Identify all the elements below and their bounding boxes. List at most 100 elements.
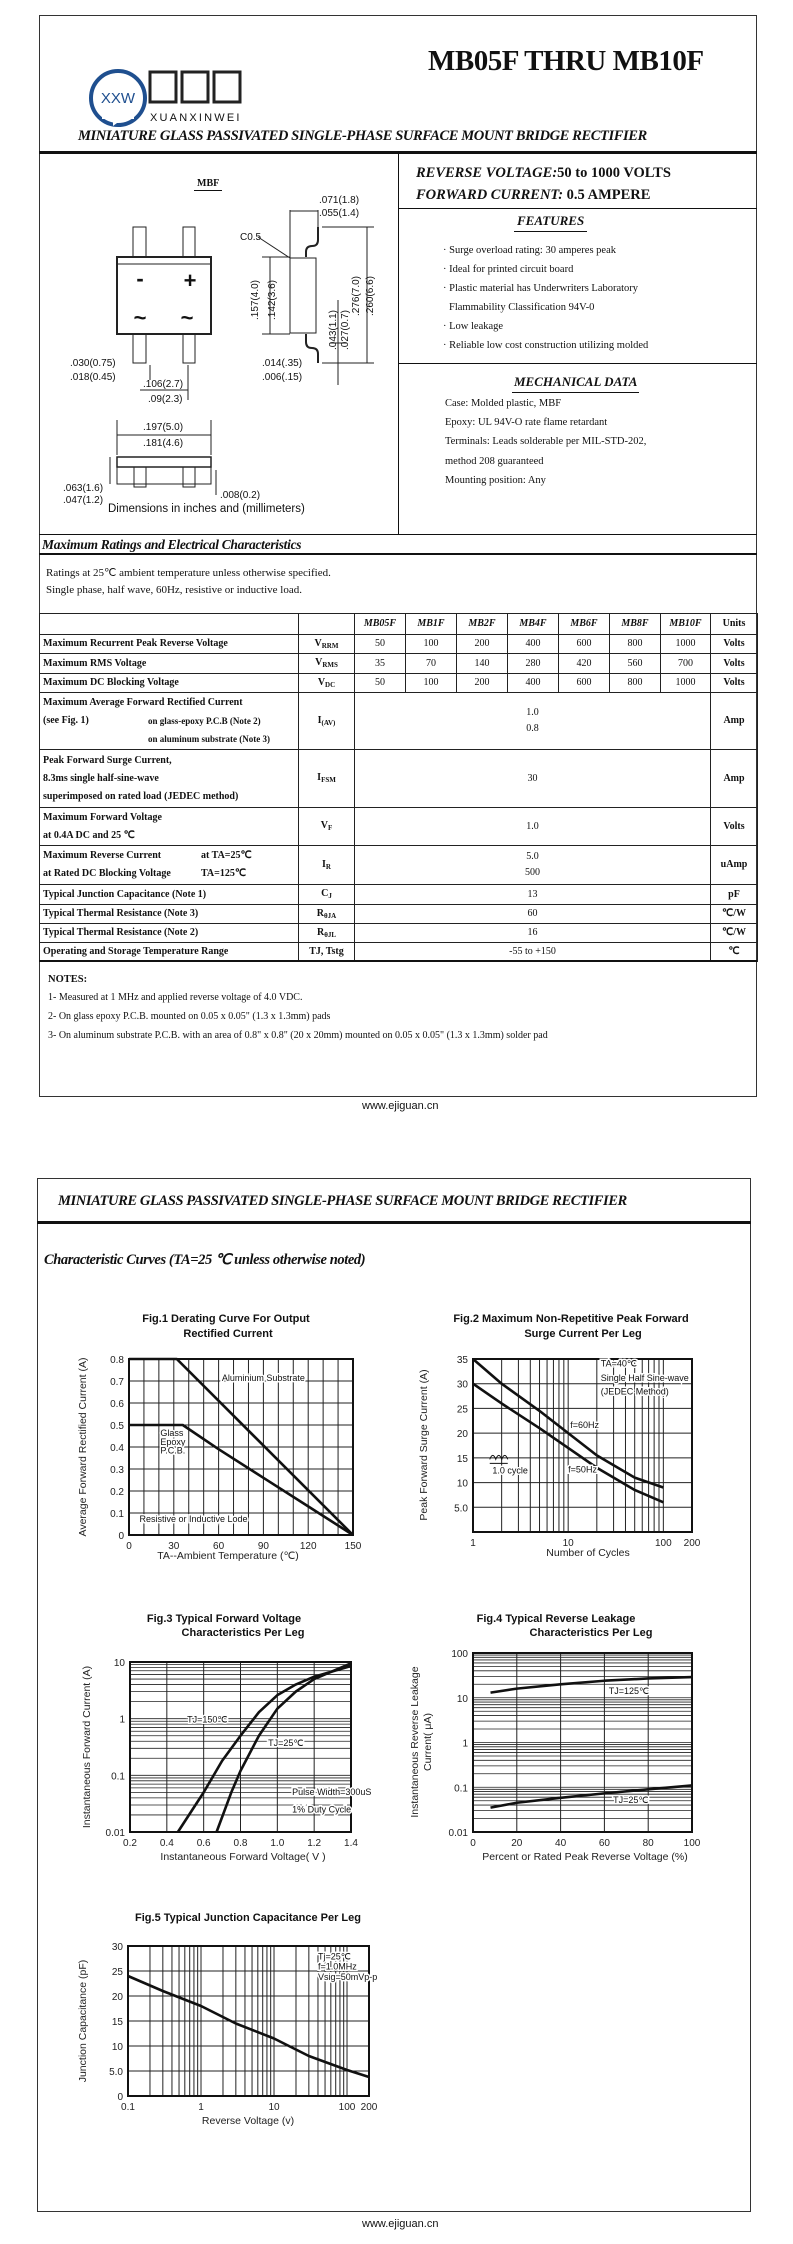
value-line: 0.8: [526, 723, 539, 734]
symbol-sub: RRM: [321, 641, 339, 650]
x-tick-label: 0: [126, 1541, 132, 1552]
chart-title: Characteristics Per Leg: [181, 1627, 305, 1639]
feature-item: · Reliable low cost construction utilizi…: [443, 340, 649, 351]
reverse-voltage-value: 50 to 1000 VOLTS: [557, 165, 671, 181]
chart-title: Fig.1 Derating Curve For Output: [142, 1313, 310, 1325]
row-label-line: Operating and Storage Temperature Range: [43, 946, 295, 958]
x-axis-label: Number of Cycles: [546, 1547, 629, 1559]
page-1: [39, 15, 757, 1097]
y-tick-label: 1: [119, 1715, 125, 1726]
y-tick-label: 1: [462, 1739, 468, 1750]
dimension-label: .197(5.0): [143, 422, 183, 433]
chart-annotation: Glass: [160, 1428, 184, 1438]
minus-sign: -: [136, 266, 143, 291]
x-tick-label: 120: [300, 1541, 317, 1552]
table-row: Typical Thermal Resistance (Note 2) RθJL 1…: [39, 923, 758, 943]
dimension-label: .142(3.6): [267, 280, 278, 320]
label-main: Maximum Recurrent Peak Reverse Voltage: [43, 638, 228, 650]
value-line: 500: [525, 867, 540, 878]
mechanical-item: method 208 guaranteed: [445, 456, 544, 467]
series-line: [215, 1662, 352, 1833]
symbol-main: V: [315, 657, 323, 669]
x-tick-label: 200: [684, 1538, 701, 1549]
x-tick-label: 80: [643, 1838, 655, 1849]
logo-mark-text: XXW: [101, 90, 136, 107]
footer-link[interactable]: www.ejiguan.cn: [362, 2218, 439, 2230]
label-aside: TA=125℃: [201, 868, 247, 879]
value-line: 60: [527, 908, 538, 920]
x-tick-label: 60: [599, 1838, 611, 1849]
symbol-main: V: [320, 820, 328, 832]
series-line: [176, 1664, 352, 1833]
x-tick-label: 100: [684, 1838, 701, 1849]
series-line: [129, 1423, 354, 1537]
x-tick-label: 0.1: [121, 2102, 135, 2113]
mechanical-title: MECHANICAL DATA: [512, 374, 640, 393]
chart-annotation: f=60Hz: [570, 1420, 599, 1430]
reverse-voltage-label: REVERSE VOLTAGE:: [416, 165, 558, 181]
y-tick-label: 10: [114, 1658, 126, 1669]
mechanical-item: Terminals: Leads solderable per MIL-STD-…: [445, 436, 647, 447]
label-main: Operating and Storage Temperature Range: [43, 946, 229, 958]
y-tick-label: 15: [112, 2017, 124, 2028]
feature-item: · Plastic material has Underwriters Labo…: [443, 283, 639, 294]
chart-annotation: f=1.0MHz: [318, 1962, 357, 1972]
y-tick-label: 0.1: [110, 1509, 124, 1520]
dimension-label: .181(4.6): [143, 438, 183, 449]
row-label-line: Peak Forward Surge Current,: [43, 752, 295, 770]
label-main: Typical Thermal Resistance (Note 2): [43, 927, 199, 939]
plus-sign: +: [184, 268, 197, 293]
plot-frame: [472, 1358, 693, 1533]
notes-title: NOTES:: [48, 974, 88, 985]
page-title: MB05F THRU MB10F: [428, 45, 704, 77]
symbol-main: V: [317, 676, 326, 688]
x-axis-label: Instantaneous Forward Voltage( V ): [160, 1851, 325, 1863]
row-label-line: Maximum Average Forward Rectified Curren…: [43, 694, 295, 712]
x-tick-label: 10: [268, 2102, 280, 2113]
dimension-label: .055(1.4): [319, 208, 359, 219]
chart-title: Surge Current Per Leg: [524, 1328, 642, 1340]
x-axis-label: TA--Ambient Temperature (℃): [157, 1550, 299, 1562]
y-tick-label: 5.0: [454, 1503, 468, 1514]
gridlines: [128, 1946, 369, 2096]
table-row: Typical Junction Capacitance (Note 1) CJ 1…: [39, 884, 758, 905]
value-line: -55 to +150: [509, 946, 556, 958]
divider: [39, 534, 757, 535]
x-tick-label: 100: [339, 2102, 356, 2113]
page-2-subtitle: MINIATURE GLASS PASSIVATED SINGLE-PHASE …: [58, 1193, 627, 1209]
note-1: 1- Measured at 1 MHz and applied reverse…: [48, 992, 303, 1003]
x-tick-label: 1: [198, 2102, 204, 2113]
package-body-front: [116, 256, 212, 335]
row-label: Maximum Reverse Current at TA=25℃ at Rated…: [39, 845, 299, 885]
chart-title: Fig.2 Maximum Non-Repetitive Peak Forwar…: [453, 1313, 689, 1325]
ratings-intro-2: Single phase, half wave, 60Hz, resistive…: [46, 584, 302, 596]
footer-link[interactable]: www.ejiguan.cn: [362, 1100, 439, 1112]
note-2: 2- On glass epoxy P.C.B. mounted on 0.05…: [48, 1011, 331, 1022]
unit-cell: Amp: [710, 749, 758, 808]
divider: [398, 154, 399, 534]
x-tick-label: 90: [258, 1541, 270, 1552]
divider: [398, 208, 757, 209]
x-tick-label: 0.8: [234, 1838, 248, 1849]
dimension-label: .027(0.7): [340, 310, 351, 350]
divider: [39, 151, 757, 154]
x-tick-label: 40: [555, 1838, 567, 1849]
reverse-voltage: REVERSE VOLTAGE:50 to 1000 VOLTS: [416, 165, 671, 182]
y-tick-label: 35: [457, 1355, 469, 1366]
row-label-line: at Rated DC Blocking Voltage TA=125℃: [43, 865, 295, 883]
symbol-main: I: [317, 714, 322, 726]
forward-current-value: 0.5 AMPERE: [566, 187, 651, 203]
y-tick-label: 0.3: [110, 1465, 124, 1476]
y-axis-label: Peak Forward Surge Current (A): [418, 1369, 430, 1520]
x-tick-label: 200: [361, 2102, 378, 2113]
plot-frame: [129, 1661, 352, 1833]
chart-annotation: P.C.B.: [160, 1446, 185, 1456]
x-tick-label: 0.2: [123, 1838, 137, 1849]
series-line: [490, 1784, 693, 1809]
x-tick-label: 20: [511, 1838, 523, 1849]
symbol-main: C: [321, 888, 329, 900]
dimension-label: .018(0.45): [70, 372, 116, 383]
label-main: Maximum Forward Voltage: [43, 811, 162, 823]
x-tick-label: 100: [655, 1538, 672, 1549]
